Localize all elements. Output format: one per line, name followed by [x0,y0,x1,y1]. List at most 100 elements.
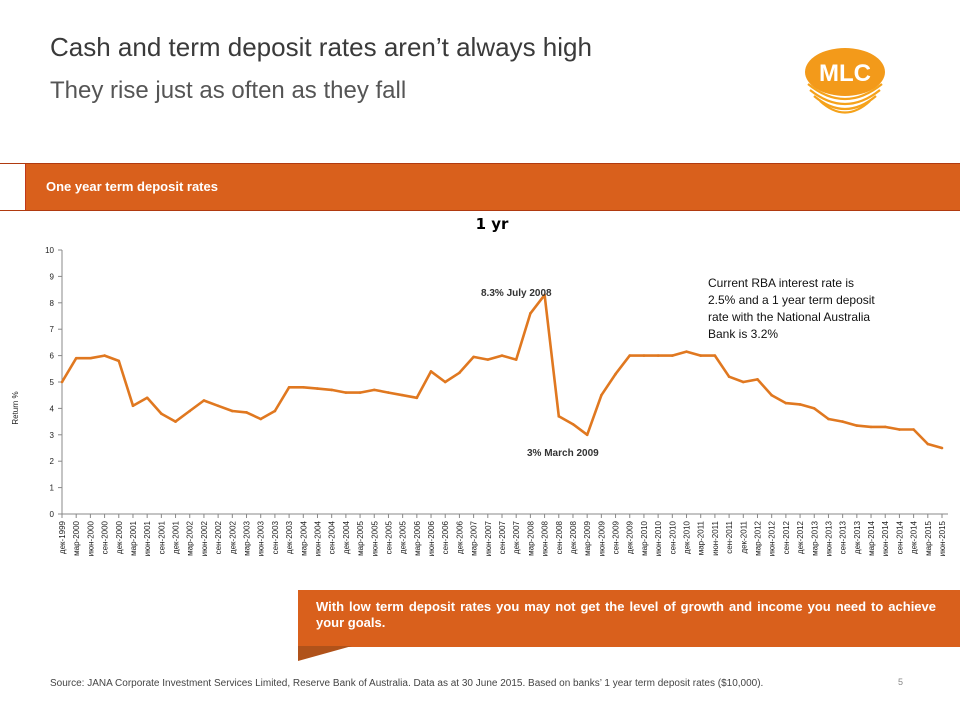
data-point [600,393,603,397]
x-tick-label: мар-2007 [470,520,479,555]
data-point [514,358,518,361]
data-point [628,354,632,357]
mlc-logo: MLC [805,48,885,114]
y-axis: 0 1 2 3 4 5 6 7 8 9 10 [45,246,63,519]
x-tick-label: мар-2015 [924,520,933,555]
data-point [500,354,504,357]
y-tick-label: 2 [50,457,55,466]
rba-line-3: rate with the National Australia [708,310,870,324]
source-note: Source: JANA Corporate Investment Servic… [50,678,764,689]
x-tick-label: сен-2000 [101,520,110,554]
data-point [543,293,546,297]
y-axis-label: Return % [11,391,20,424]
x-tick-label: сен-2002 [214,520,223,554]
data-point [458,371,461,375]
x-tick-label: дек-2003 [285,520,294,554]
data-point [727,375,731,379]
callout-text: With low term deposit rates you may not … [316,599,936,630]
data-point [912,428,915,431]
x-tick-label: июн-2007 [484,520,493,556]
x-axis: дек-1999 мар-2000 июн-2000 сен-2000 дек-2000… [58,513,948,556]
x-tick-label: дек-2011 [739,520,748,553]
data-point [614,372,617,376]
x-tick-label: сен-2012 [782,520,791,554]
data-point [798,403,802,406]
x-tick-label: дек-2010 [683,520,692,554]
data-point [160,412,163,415]
data-point [429,370,433,373]
data-point [940,446,944,450]
x-tick-label: мар-2002 [186,520,195,555]
x-tick-label: сен-2003 [271,520,280,554]
x-tick-label: июн-2002 [200,520,209,556]
data-point [685,350,688,353]
peak-annotation: 8.3% July 2008 [481,288,552,299]
data-point [174,420,177,423]
trough-annotation: 3% March 2009 [527,448,599,459]
y-tick-label: 1 [50,484,55,493]
x-tick-label: июн-2011 [711,520,720,555]
data-point [330,388,333,392]
x-tick-label: мар-2000 [72,520,81,555]
x-tick-label: дек-2002 [228,520,237,554]
y-tick-label: 3 [50,431,55,440]
data-point [784,401,788,405]
data-point [869,425,873,429]
x-tick-label: июн-2012 [768,520,777,556]
x-tick-label: мар-2003 [243,520,252,555]
rates-line-chart: 1 yr 0 1 2 3 4 5 6 7 8 9 10 дек-1999 мар-2000 июн-20… [11,215,948,556]
rba-line-4: Bank is 3.2% [708,327,778,341]
x-tick-label: дек-2005 [399,520,408,554]
x-tick-label: июн-2001 [143,520,152,556]
x-tick-label: июн-2003 [257,520,266,556]
banner-label: One year term deposit rates [46,179,218,194]
x-tick-label: мар-2014 [867,520,876,555]
data-point [216,404,220,408]
x-tick-label: мар-2001 [129,520,138,555]
x-tick-label: мар-2013 [810,520,819,555]
data-point [656,354,660,357]
data-point [443,380,447,384]
y-tick-label: 10 [45,246,54,255]
data-point [145,396,149,400]
data-point [415,396,419,400]
data-point [671,354,674,357]
data-point [245,411,248,414]
data-point [827,417,830,421]
x-tick-label: дек-2013 [853,520,862,554]
x-tick-label: дек-2014 [910,520,919,554]
data-point [131,404,135,408]
section-banner: One year term deposit rates [0,163,960,211]
data-point [89,356,92,360]
y-tick-label: 4 [50,404,55,413]
data-point [301,385,305,389]
data-point [231,409,234,413]
page-subtitle: They rise just as often as they fall [50,77,407,104]
x-tick-label: сен-2008 [555,520,564,554]
data-point [841,420,844,423]
x-tick-label: мар-2006 [413,520,422,555]
x-tick-label: сен-2006 [441,520,450,554]
data-point [770,393,773,397]
x-tick-label: июн-2005 [370,520,379,556]
data-point [741,380,745,384]
x-tick-label: мар-2010 [640,520,649,555]
data-point [202,399,206,402]
y-tick-label: 6 [50,352,55,361]
data-point [557,415,561,418]
x-tick-label: сен-2005 [384,520,393,554]
x-tick-label: сен-2009 [612,520,621,554]
chart-title: 1 yr [476,215,509,233]
data-point [358,391,362,394]
y-tick-label: 7 [50,325,55,334]
data-point [756,378,759,381]
x-tick-label: мар-2008 [526,520,535,555]
data-point [855,424,859,427]
data-point [259,417,263,421]
page-number: 5 [898,677,904,687]
data-point [713,354,717,357]
x-tick-label: дек-2009 [626,520,635,554]
data-point [926,442,930,446]
page-title: Cash and term deposit rates aren’t alway… [50,32,592,62]
callout-tail [298,646,352,661]
